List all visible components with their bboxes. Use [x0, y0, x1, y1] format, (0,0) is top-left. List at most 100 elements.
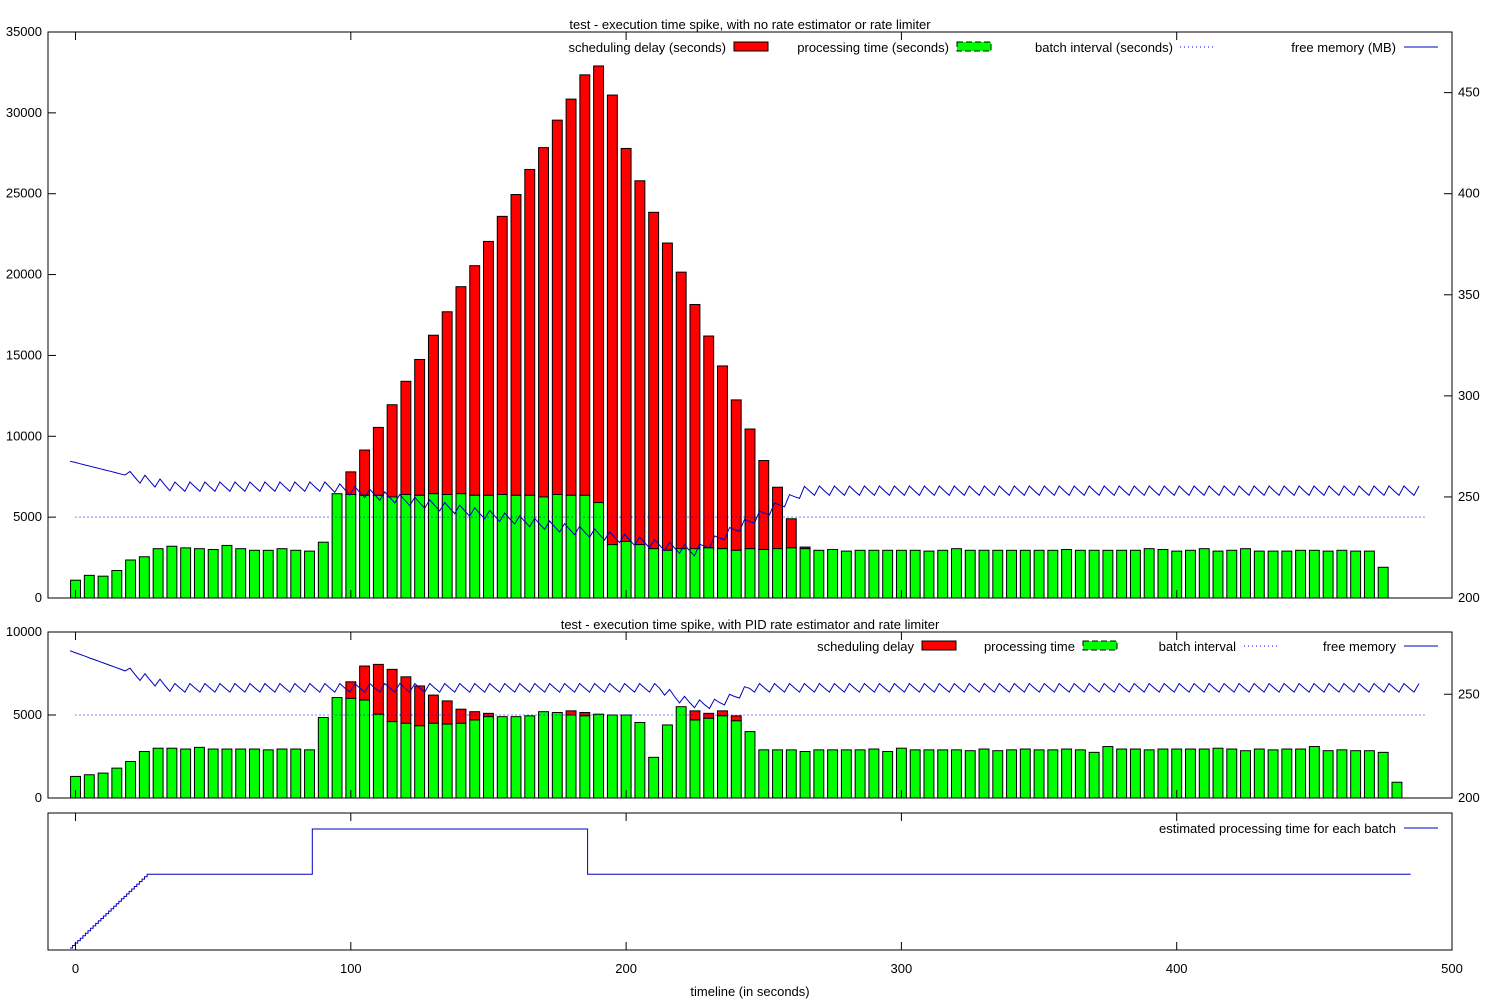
bar-processing-time	[483, 494, 494, 599]
bar-processing-time	[386, 721, 398, 799]
lines-panel-2	[69, 650, 1425, 716]
bar-processing-time	[372, 494, 384, 599]
bar-processing-time	[703, 547, 715, 599]
bar-processing-time	[1143, 548, 1155, 599]
bar-scheduling-delay	[661, 242, 673, 551]
bar-processing-time	[1006, 749, 1017, 799]
bar-scheduling-delay	[372, 426, 384, 496]
bar-processing-time	[152, 747, 164, 799]
bar-scheduling-delay	[441, 700, 453, 725]
bar-processing-time	[1336, 749, 1348, 799]
bar-processing-time	[620, 540, 632, 599]
legend-swatch-processing-time-2	[1082, 640, 1118, 651]
bar-processing-time	[689, 719, 701, 799]
bar-processing-time	[1143, 749, 1155, 799]
bar-processing-time	[1074, 549, 1086, 599]
bar-processing-time	[1061, 548, 1073, 599]
x-tick-label: 100	[340, 961, 362, 976]
bar-processing-time	[386, 496, 398, 599]
bar-processing-time	[207, 548, 219, 599]
bar-processing-time	[730, 549, 742, 599]
bar-processing-time	[345, 697, 357, 799]
bar-processing-time	[125, 760, 137, 799]
y-tick-label: 0	[35, 590, 42, 605]
bar-processing-time	[1281, 748, 1293, 799]
bar-processing-time	[427, 493, 439, 599]
legend-label-processing-time-2: processing time	[984, 639, 1075, 654]
bar-scheduling-delay	[469, 711, 481, 721]
bar-processing-time	[111, 570, 123, 599]
bar-processing-time	[510, 716, 522, 799]
bar-scheduling-delay	[675, 271, 687, 550]
y2-tick-label: 250	[1458, 489, 1480, 504]
bar-processing-time	[675, 706, 687, 799]
bar-processing-time	[882, 549, 894, 599]
bar-processing-time	[1047, 749, 1059, 799]
bar-processing-time	[909, 749, 921, 799]
bar-processing-time	[868, 748, 880, 799]
bar-scheduling-delay	[785, 518, 797, 549]
bar-processing-time	[441, 723, 453, 799]
x-tick-label: 400	[1166, 961, 1188, 976]
bar-processing-time	[1185, 748, 1196, 799]
bar-processing-time	[1116, 549, 1128, 599]
bar-processing-time	[483, 716, 494, 799]
bar-scheduling-delay	[400, 380, 412, 496]
y2-tick-label: 200	[1458, 590, 1480, 605]
bar-scheduling-delay	[730, 715, 742, 722]
y-tick-label: 35000	[6, 24, 42, 39]
legend-label-processing-time-1: processing time (seconds)	[797, 40, 949, 55]
bar-scheduling-delay	[730, 399, 742, 551]
bar-processing-time	[83, 574, 95, 599]
bar-processing-time	[827, 548, 839, 599]
bar-processing-time	[1019, 549, 1031, 599]
bar-processing-time	[923, 550, 935, 599]
bar-scheduling-delay	[538, 147, 549, 498]
bar-processing-time	[1033, 749, 1045, 799]
bar-scheduling-delay	[703, 335, 715, 549]
y2-tick-label: 350	[1458, 287, 1480, 302]
y-tick-label: 30000	[6, 105, 42, 120]
bar-processing-time	[372, 713, 384, 799]
bar-scheduling-delay	[359, 665, 371, 701]
bar-processing-time	[166, 545, 178, 599]
bar-processing-time	[1226, 748, 1238, 799]
bar-processing-time	[1212, 747, 1224, 799]
y2-tick-label: 250	[1458, 686, 1480, 701]
bar-processing-time	[193, 548, 205, 599]
x-tick-label: 300	[891, 961, 913, 976]
bar-processing-time	[427, 722, 439, 799]
bar-processing-time	[317, 716, 329, 799]
bar-scheduling-delay	[496, 215, 508, 496]
bar-processing-time	[1350, 550, 1362, 599]
plot-frame-1	[47, 31, 1453, 599]
legend-panel-3: estimated processing time for each batch	[1159, 821, 1438, 836]
x-tick-label: 200	[615, 961, 637, 976]
bar-processing-time	[455, 722, 467, 799]
bar-processing-time	[496, 494, 508, 599]
legend-label-free-memory-2: free memory	[1323, 639, 1396, 654]
bar-processing-time	[441, 494, 453, 599]
bar-scheduling-delay	[620, 147, 632, 542]
bar-processing-time	[675, 548, 687, 599]
bar-processing-time	[400, 722, 412, 799]
axes-panel-2: 0 5000 10000 200 250	[6, 624, 1480, 805]
bar-processing-time	[634, 544, 646, 599]
x-tick-label: 0	[72, 961, 79, 976]
bar-processing-time	[221, 544, 233, 599]
bar-scheduling-delay	[579, 74, 591, 496]
bar-processing-time	[510, 494, 522, 599]
bar-processing-time	[1295, 748, 1307, 799]
bar-processing-time	[1308, 549, 1320, 599]
bar-processing-time	[97, 772, 109, 799]
legend-swatch-scheduling-delay-1	[733, 41, 769, 52]
bar-processing-time	[1157, 548, 1169, 599]
bar-processing-time	[1267, 749, 1279, 799]
axes-panel-3: 0 100 200 300 400 500	[72, 813, 1463, 976]
bar-processing-time	[593, 713, 605, 799]
bar-processing-time	[1198, 548, 1210, 599]
y-tick-label: 20000	[6, 267, 42, 282]
bar-processing-time	[744, 731, 756, 799]
bar-processing-time	[290, 748, 302, 799]
chart-title-1: test - execution time spike, with no rat…	[569, 17, 931, 32]
